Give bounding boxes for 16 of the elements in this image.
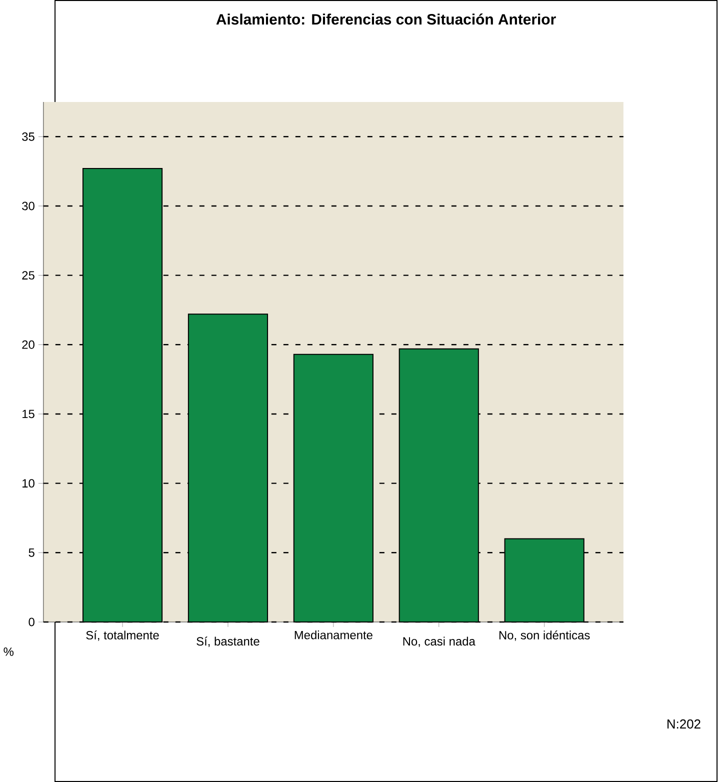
y-tick-label: 25	[22, 271, 35, 280]
chart-title: Aislamiento: Diferencias con Situación Anterior	[216, 14, 556, 25]
y-tick-label: 10	[22, 479, 35, 488]
x-tick-label: Medianamente	[295, 630, 373, 640]
x-tick-label: Sí, bastante	[196, 636, 260, 647]
x-tick-label: No, casi nada	[404, 636, 476, 647]
y-tick-label: 20	[22, 340, 35, 349]
y-tick-label: 15	[22, 410, 35, 418]
x-axis-title: %	[4, 648, 14, 656]
y-tick-label: 30	[22, 202, 35, 210]
y-tick-label: 5	[28, 548, 35, 557]
x-tick-label: No, son idénticas	[500, 630, 590, 641]
text: N:202	[668, 719, 701, 729]
y-tick-label: 35	[22, 132, 35, 141]
x-tick-label: Sí, totalmente	[86, 630, 160, 641]
y-tick-label: 0	[28, 618, 35, 626]
